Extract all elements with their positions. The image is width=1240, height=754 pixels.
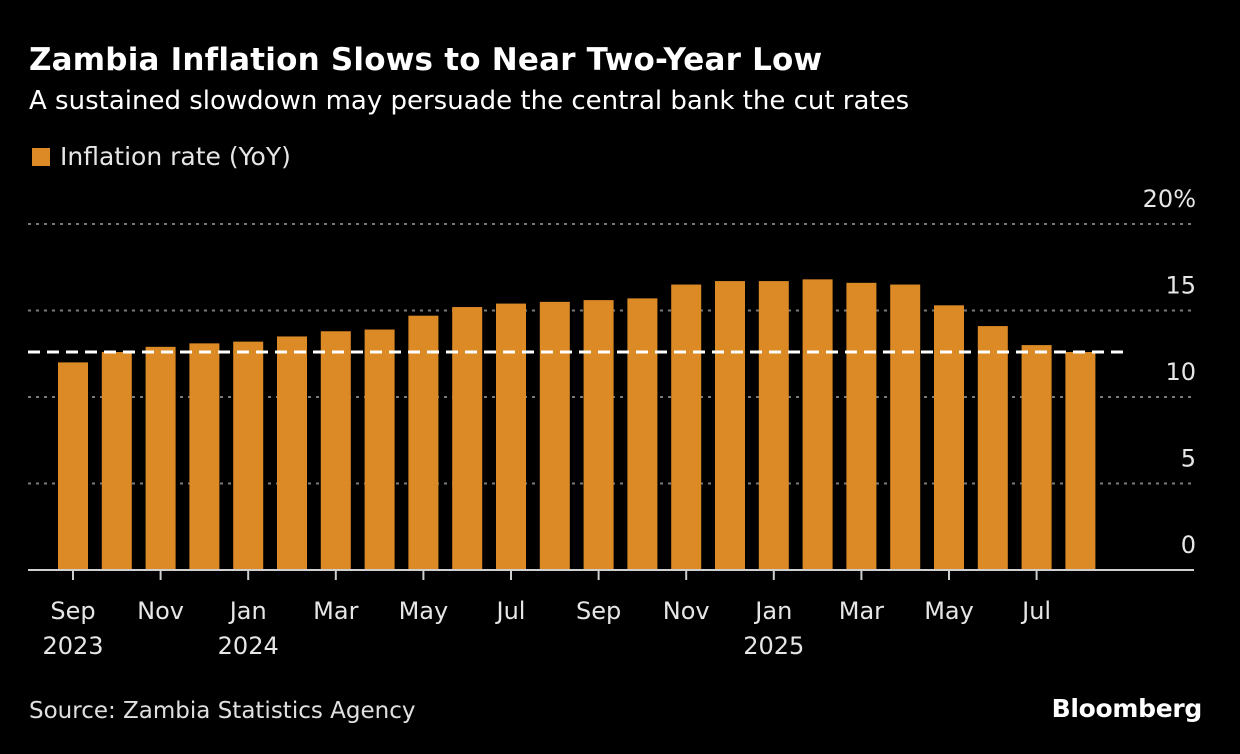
bar [715, 281, 745, 570]
y-tick-label: 10 [1165, 358, 1196, 386]
y-tick-label: 20% [1143, 185, 1196, 213]
bar [977, 326, 1008, 570]
bar [364, 329, 395, 570]
bar [452, 307, 483, 570]
x-tick-label: Nov [663, 597, 710, 625]
legend-swatch [32, 147, 50, 166]
bar [539, 301, 570, 570]
bar [583, 300, 614, 570]
bar [1021, 345, 1052, 570]
x-tick-year-label: 2023 [42, 632, 103, 660]
x-tick-label: Jan [228, 597, 267, 625]
axes: 0 5 10 15 20% Sep 2023 Nov Jan 2024 Mar May Jul Sep No… [28, 185, 1196, 660]
legend-label: Inflation rate (YoY) [60, 142, 291, 171]
bloomberg-logo: Bloomberg [1051, 694, 1203, 723]
bar [1065, 352, 1096, 570]
bar [934, 305, 964, 570]
bar [890, 284, 921, 570]
y-tick-label: 15 [1165, 272, 1196, 300]
gridlines [28, 223, 1194, 485]
bar [101, 352, 132, 570]
bar [802, 279, 833, 570]
bars [58, 279, 1096, 570]
bar [320, 331, 351, 570]
x-tick-label: Mar [839, 597, 884, 625]
bar [496, 303, 526, 570]
source-note: Source: Zambia Statistics Agency [29, 698, 416, 724]
bar [277, 336, 307, 570]
bar [846, 282, 877, 570]
bar [58, 362, 88, 570]
bar [189, 343, 220, 570]
x-tick-label: May [399, 597, 449, 625]
x-tick-label: Jul [1020, 597, 1051, 625]
x-tick-year-label: 2024 [218, 632, 279, 660]
x-tick-label: Jul [495, 597, 526, 625]
x-tick-label: May [924, 597, 974, 625]
bar [233, 341, 264, 570]
bar [671, 284, 702, 570]
x-tick-label: Sep [576, 597, 621, 625]
bar [627, 298, 658, 570]
x-tick-year-label: 2025 [743, 632, 804, 660]
y-tick-label: 0 [1181, 531, 1196, 559]
bar [758, 281, 789, 570]
bar [145, 346, 176, 570]
x-tick-label: Mar [313, 597, 358, 625]
chart-subtitle: A sustained slowdown may persuade the ce… [29, 86, 910, 116]
x-tick-label: Jan [753, 597, 792, 625]
x-tick-label: Nov [137, 597, 184, 625]
legend: Inflation rate (YoY) [32, 142, 291, 171]
chart-title: Zambia Inflation Slows to Near Two-Year … [29, 42, 823, 78]
bar [408, 315, 439, 570]
x-tick-label: Sep [50, 597, 95, 625]
y-tick-label: 5 [1181, 445, 1196, 473]
